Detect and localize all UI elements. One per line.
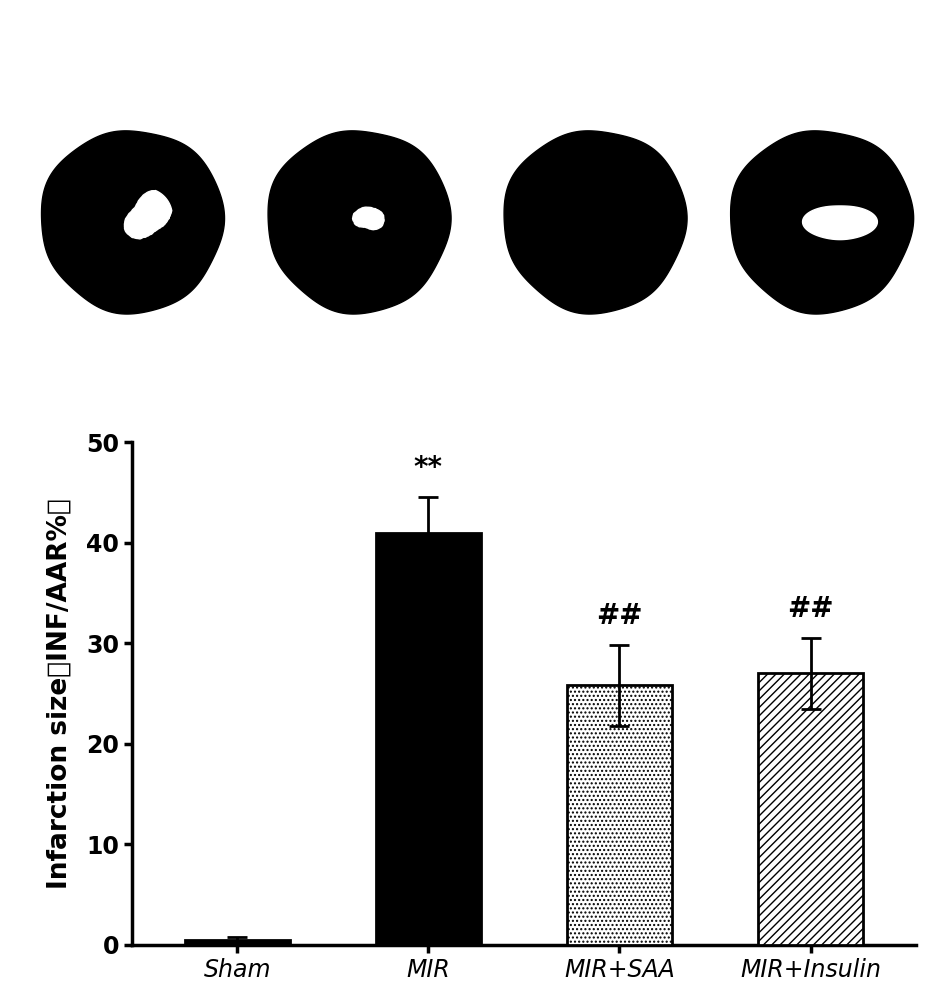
Polygon shape [802,206,877,239]
Text: ##: ## [787,595,834,623]
Bar [185,940,290,945]
Text: ##: ## [597,602,643,630]
Text: **: ** [413,454,443,482]
Polygon shape [42,131,225,314]
Bar [758,673,863,945]
Y-axis label: Infarction size（INF/AAR%）: Infarction size（INF/AAR%） [46,498,72,888]
Bar [376,533,480,945]
Polygon shape [125,191,172,239]
Polygon shape [268,131,451,314]
Polygon shape [504,131,687,314]
Polygon shape [353,207,384,230]
Polygon shape [731,131,914,314]
Bar [567,685,672,945]
